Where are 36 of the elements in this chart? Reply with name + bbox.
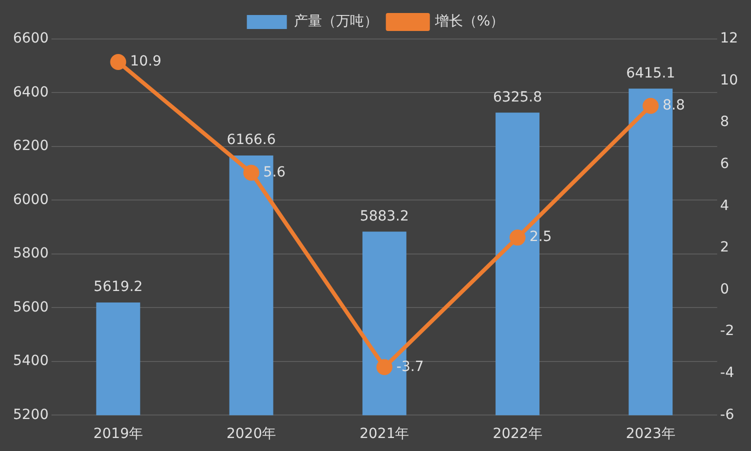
y-tick-label: 5800	[12, 246, 49, 262]
y2-tick-label: -4	[720, 365, 734, 382]
y-tick-label: 5400	[12, 353, 49, 370]
data-label: 6415.1	[626, 65, 676, 82]
legend-label: 产量（万吨）	[294, 14, 378, 30]
y2-tick-label: -6	[720, 406, 734, 423]
y-tick-label: 5200	[12, 406, 49, 423]
y2-tick-label: 8	[720, 114, 730, 130]
y-tick-label: 6000	[12, 192, 49, 208]
x-tick-label: 2020年	[226, 426, 276, 442]
point	[243, 164, 260, 181]
x-tick-label: 2023年	[626, 426, 676, 442]
y-tick-label: 5600	[12, 299, 49, 316]
data-label: 5619.2	[94, 279, 143, 296]
data-label: 10.9	[130, 54, 162, 70]
point	[510, 230, 526, 246]
data-label: 5883.2	[360, 208, 409, 224]
data-label: 6166.6	[226, 132, 276, 148]
legend-label: 增长（%）	[434, 14, 504, 30]
point	[110, 54, 126, 70]
data-label: 6325.8	[493, 89, 542, 106]
y2-tick-label: -2	[720, 323, 734, 340]
y2-tick-label: 6	[720, 156, 730, 172]
y-tick-label: 6600	[12, 30, 49, 47]
y2-tick-label: 4	[720, 198, 730, 214]
y2-tick-label: 0	[720, 281, 730, 298]
x-tick-label: 2021年	[360, 426, 410, 442]
point	[376, 359, 392, 376]
point	[642, 98, 659, 114]
y2-tick-label: 12	[720, 30, 738, 47]
x-tick-label: 2022年	[492, 426, 542, 442]
y-tick-label: 6200	[12, 138, 49, 154]
y-tick-label: 6400	[12, 84, 49, 100]
x-tick-label: 2019年	[93, 426, 144, 442]
y2-tick-label: 2	[720, 240, 730, 256]
y2-tick-label: 10	[720, 72, 738, 88]
